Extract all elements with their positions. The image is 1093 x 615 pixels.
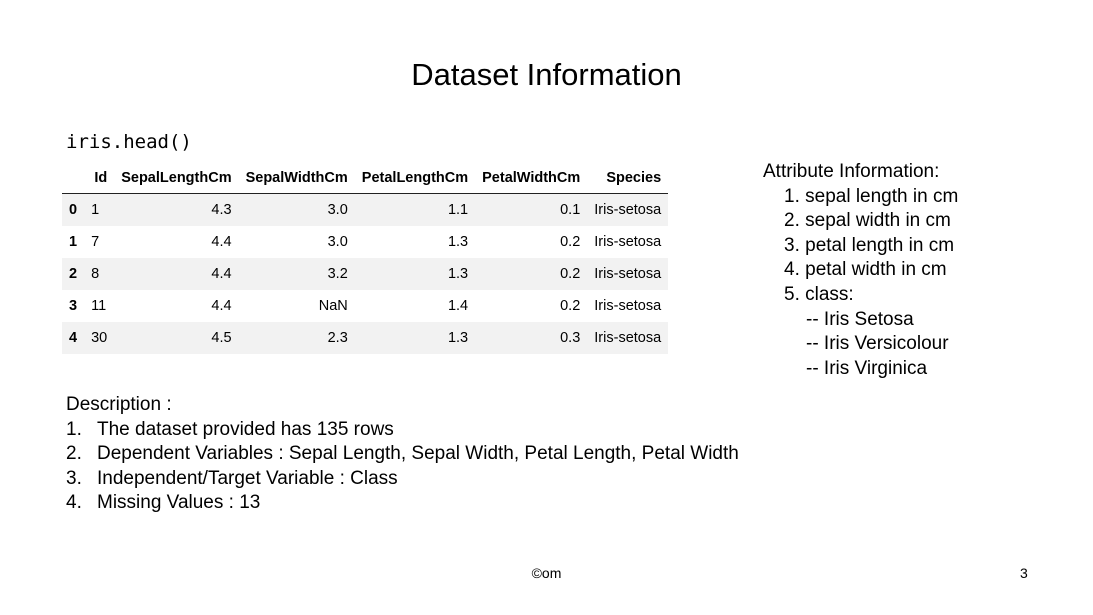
page-number: 3: [1020, 565, 1028, 581]
description-item-text: Independent/Target Variable : Class: [97, 467, 398, 489]
code-label: iris.head(): [66, 131, 192, 153]
cell-sepal-length: 4.4: [211, 298, 232, 314]
cell-petal-length: 1.4: [447, 298, 469, 314]
table-row: 2 8 4.4 3.2 1.3 0.2 Iris-setosa: [62, 258, 669, 290]
column-header-id: Id: [84, 162, 115, 194]
table-row: 4 30 4.5 2.3 1.3 0.3 Iris-setosa: [62, 322, 669, 354]
column-header-petal-width: PetalWidthCm: [475, 162, 588, 194]
description-item-text: Missing Values : 13: [97, 492, 261, 513]
table-header-row: Id SepalLengthCm SepalWidthCm PetalLengt…: [62, 162, 669, 194]
attribute-item: 3. petal length in cm: [784, 234, 955, 256]
cell-id: 8: [91, 266, 100, 282]
cell-species: Iris-setosa: [594, 266, 662, 282]
cell-id: 11: [91, 298, 107, 314]
description-heading: Description :: [66, 394, 172, 415]
description-item: 1. The dataset provided has 135 rows: [66, 418, 739, 443]
description-item-number: 4.: [66, 492, 82, 513]
attribute-item: 1. sepal length in cm: [784, 185, 959, 207]
class-value: -- Iris Setosa: [806, 308, 914, 330]
column-header-species: Species: [587, 162, 669, 194]
cell-id: 30: [91, 330, 108, 346]
attribute-item: 2. sepal width in cm: [784, 210, 951, 232]
table-row: 1 7 4.4 3.0 1.3 0.2 Iris-setosa: [62, 226, 668, 258]
cell-sepal-length: 4.5: [211, 330, 232, 346]
cell-species: Iris-setosa: [594, 330, 662, 346]
cell-sepal-width: 3.0: [327, 202, 348, 218]
attribute-information: Attribute Information: 1. sepal length i…: [763, 160, 958, 381]
footer-text: ©om: [531, 565, 562, 581]
description-item-text: The dataset provided has 135 rows: [97, 418, 394, 440]
attribute-list: 1. sepal length in cm 2. sepal width in …: [763, 185, 958, 382]
cell-sepal-length: 4.3: [211, 202, 232, 218]
attribute-item: 5. class:: [784, 283, 854, 305]
row-index: 3: [69, 298, 78, 314]
cell-id: 7: [91, 234, 100, 250]
cell-sepal-width: 3.0: [327, 234, 348, 250]
description-item-number: 2.: [66, 443, 82, 464]
description-item: 2. Dependent Variables : Sepal Length, S…: [66, 442, 739, 467]
cell-petal-length: 1.3: [447, 330, 469, 346]
cell-sepal-length: 4.4: [211, 266, 232, 282]
column-header-petal-length: PetalLengthCm: [354, 162, 476, 194]
table-header: Id SepalLengthCm SepalWidthCm PetalLengt…: [62, 162, 669, 194]
cell-petal-length: 1.3: [447, 234, 469, 250]
column-header-sepal-width: SepalWidthCm: [238, 162, 355, 194]
description-item-text: Dependent Variables : Sepal Length, Sepa…: [97, 443, 739, 464]
cell-sepal-width: 2.3: [327, 330, 348, 346]
cell-petal-width: 0.1: [560, 202, 581, 218]
cell-id: 1: [91, 202, 100, 218]
cell-species: Iris-setosa: [594, 234, 662, 250]
description-item: 3. Independent/Target Variable : Class: [66, 467, 739, 492]
slide-title: Dataset Information: [411, 57, 682, 92]
attribute-heading: Attribute Information:: [763, 161, 940, 182]
table-row: 0 1 4.3 3.0 1.1 0.1 Iris-setosa: [62, 193, 669, 226]
cell-petal-width: 0.2: [560, 298, 581, 314]
cell-sepal-length: 4.4: [211, 234, 232, 250]
row-index: 4: [69, 330, 78, 346]
description-item-number: 3.: [66, 467, 82, 489]
cell-petal-width: 0.2: [560, 266, 581, 282]
cell-sepal-width: NaN: [318, 298, 348, 314]
cell-petal-width: 0.2: [560, 234, 581, 250]
cell-petal-length: 1.1: [447, 202, 469, 218]
index-header: [62, 162, 85, 194]
description-item-number: 1.: [66, 418, 82, 440]
table-row: 3 11 4.4 NaN 1.4 0.2 Iris-setosa: [62, 290, 668, 322]
class-value: -- Iris Virginica: [806, 357, 928, 379]
description-item: 4. Missing Values : 13: [66, 491, 739, 516]
attribute-item: 4. petal width in cm: [784, 259, 947, 281]
column-header-sepal-length: SepalLengthCm: [114, 162, 239, 194]
cell-sepal-width: 3.2: [327, 266, 348, 282]
class-value: -- Iris Versicolour: [806, 333, 949, 355]
description: Description : 1. The dataset provided ha…: [66, 393, 739, 516]
dataframe-table: Id SepalLengthCm SepalWidthCm PetalLengt…: [62, 162, 669, 354]
row-index: 1: [69, 234, 78, 250]
table-body: 0 1 4.3 3.0 1.1 0.1 Iris-setosa 1 7 4.4 …: [62, 193, 669, 354]
cell-species: Iris-setosa: [594, 298, 662, 314]
cell-species: Iris-setosa: [594, 202, 662, 218]
cell-petal-width: 0.3: [560, 330, 581, 346]
cell-petal-length: 1.3: [447, 266, 469, 282]
row-index: 0: [69, 202, 78, 218]
row-index: 2: [69, 266, 78, 282]
